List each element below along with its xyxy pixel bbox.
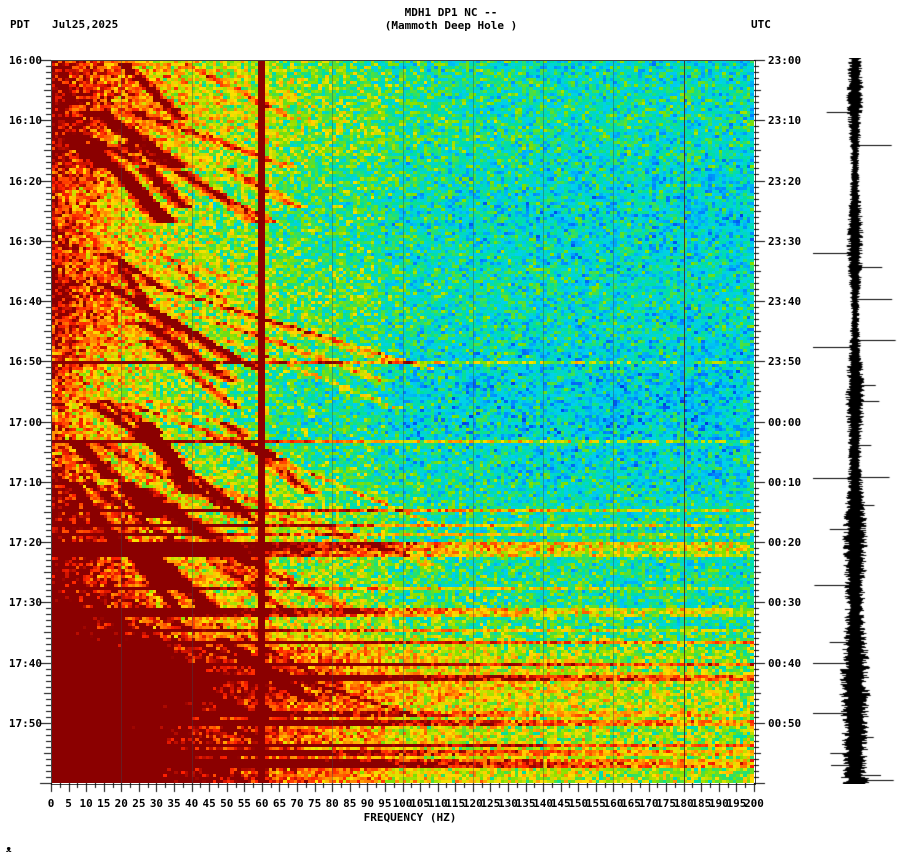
frequency-tick-label: 125 <box>480 797 501 810</box>
frequency-tick-label: 190 <box>708 797 729 810</box>
time-tick-label-utc: 00:30 <box>768 596 802 610</box>
frequency-tick-label: 195 <box>726 797 747 810</box>
frequency-tick-label: 20 <box>114 797 128 810</box>
frequency-tick-label: 85 <box>343 797 357 810</box>
local-timezone-label: PDT <box>10 18 30 31</box>
frequency-tick-label: 45 <box>202 797 216 810</box>
time-tick-label-local: 17:00 <box>8 415 42 429</box>
time-tick-label-utc: 23:10 <box>768 114 802 128</box>
time-tick-label-utc: 23:50 <box>768 355 802 369</box>
frequency-tick-label: 110 <box>427 797 448 810</box>
frequency-tick-label: 160 <box>603 797 624 810</box>
frequency-tick-label: 50 <box>220 797 234 810</box>
frequency-tick-label: 5 <box>65 797 72 810</box>
time-tick-label-utc: 00:10 <box>768 475 802 489</box>
frequency-axis-ticks <box>41 783 764 799</box>
time-tick-label-local: 16:30 <box>8 234 42 248</box>
time-tick-label-local: 16:50 <box>8 355 42 369</box>
frequency-tick-label: 90 <box>360 797 374 810</box>
utc-timezone-label: UTC <box>751 18 771 31</box>
date-label: Jul25,2025 <box>52 18 119 31</box>
seismogram-canvas <box>812 58 898 784</box>
seismogram-trace <box>812 58 898 784</box>
spectrogram-canvas <box>51 60 754 783</box>
frequency-tick-label: 55 <box>237 797 251 810</box>
time-tick-label-local: 17:30 <box>8 596 42 610</box>
time-tick-label-local: 17:10 <box>8 475 42 489</box>
frequency-tick-label: 140 <box>533 797 554 810</box>
frequency-tick-label: 60 <box>255 797 269 810</box>
time-tick-label-local: 16:10 <box>8 114 42 128</box>
time-tick-label-local: 17:50 <box>8 716 42 730</box>
frequency-tick-label: 135 <box>515 797 536 810</box>
frequency-tick-label: 75 <box>308 797 322 810</box>
frequency-tick-label: 130 <box>498 797 518 810</box>
frequency-tick-label: 120 <box>462 797 483 810</box>
frequency-tick-label: 175 <box>656 797 677 810</box>
time-tick-label-utc: 00:40 <box>768 656 802 670</box>
time-tick-label-local: 16:40 <box>8 295 42 308</box>
time-tick-label-local: 16:00 <box>8 54 42 67</box>
frequency-tick-label: 80 <box>325 797 339 810</box>
frequency-tick-label: 165 <box>621 797 641 810</box>
frequency-tick-label: 30 <box>149 797 164 810</box>
time-tick-label-utc: 23:20 <box>768 174 802 188</box>
time-tick-label-utc: 23:00 <box>768 54 802 67</box>
time-tick-label-utc: 00:50 <box>768 716 802 730</box>
frequency-tick-label: 105 <box>410 797 430 810</box>
time-tick-label-utc: 00:20 <box>768 536 802 549</box>
time-tick-label-local: 16:20 <box>8 174 42 188</box>
time-tick-label-utc: 23:40 <box>768 295 802 308</box>
frequency-tick-label: 100 <box>392 797 413 810</box>
time-tick-label-utc: 00:00 <box>768 415 802 429</box>
time-tick-label-utc: 23:30 <box>768 234 802 248</box>
frequency-tick-label: 70 <box>290 797 304 810</box>
frequency-tick-label: 25 <box>132 797 146 810</box>
frequency-tick-label: 170 <box>638 797 659 810</box>
frequency-tick-label: 180 <box>673 797 694 810</box>
spectrogram-plot <box>51 60 754 783</box>
frequency-tick-label: 65 <box>272 797 287 810</box>
frequency-tick-label: 145 <box>550 797 571 810</box>
time-tick-label-local: 17:40 <box>8 656 42 670</box>
frequency-tick-label: 185 <box>691 797 712 810</box>
time-tick-label-local: 17:20 <box>8 536 42 549</box>
frequency-tick-label: 115 <box>445 797 466 810</box>
frequency-tick-label: 15 <box>97 797 111 810</box>
time-axis-right-ticks <box>754 55 776 788</box>
frequency-tick-label: 40 <box>184 797 199 810</box>
frequency-tick-label: 35 <box>167 797 181 810</box>
time-axis-left-ticks <box>20 55 51 788</box>
page-title: MDH1 DP1 NC -- <box>404 6 498 19</box>
frequency-axis-title: FREQUENCY (HZ) <box>363 811 457 824</box>
frequency-tick-label: 95 <box>378 797 392 810</box>
frequency-tick-label: 0 <box>47 797 55 810</box>
frequency-tick-label: 150 <box>568 797 589 810</box>
frequency-tick-label: 155 <box>585 797 606 810</box>
frequency-tick-label: 10 <box>79 797 93 810</box>
corner-mark: ᴥ <box>6 845 12 855</box>
frequency-tick-label: 200 <box>744 797 764 810</box>
station-subtitle: (Mammoth Deep Hole ) <box>384 19 518 32</box>
